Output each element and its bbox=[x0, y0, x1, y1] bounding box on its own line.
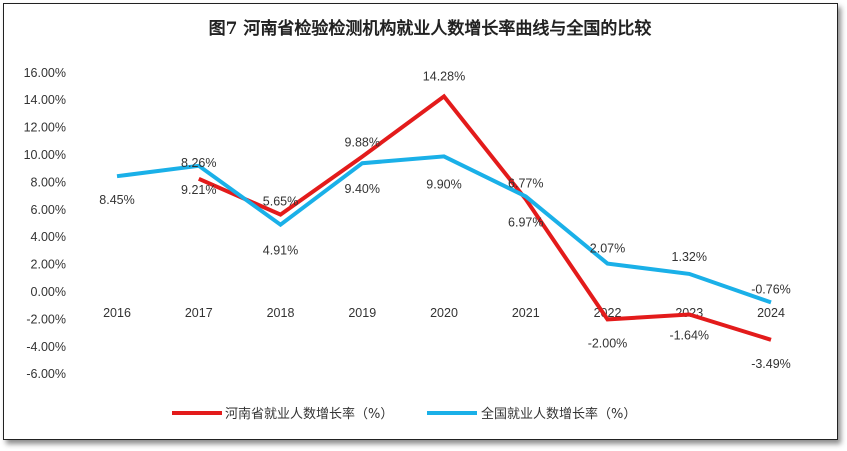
data-label: 9.90% bbox=[426, 177, 461, 191]
data-label: 8.26% bbox=[181, 156, 216, 170]
x-tick-label: 2020 bbox=[430, 306, 458, 320]
x-tick-label: 2017 bbox=[185, 306, 213, 320]
y-tick-label: 10.00% bbox=[24, 148, 66, 162]
y-tick-label: 6.00% bbox=[31, 203, 66, 217]
x-tick-label: 2019 bbox=[348, 306, 376, 320]
y-tick-label: 0.00% bbox=[31, 285, 66, 299]
x-tick-label: 2021 bbox=[512, 306, 540, 320]
y-tick-label: 14.00% bbox=[24, 93, 66, 107]
data-label: 9.88% bbox=[345, 136, 380, 150]
data-label: -3.49% bbox=[751, 357, 791, 371]
y-tick-label: 16.00% bbox=[24, 66, 66, 80]
chart-frame bbox=[3, 3, 838, 440]
chart-title: 图7 河南省检验检测机构就业人数增长率曲线与全国的比较 bbox=[209, 18, 652, 39]
y-tick-label: 2.00% bbox=[31, 258, 66, 272]
data-label: 6.97% bbox=[508, 216, 543, 230]
y-tick-label: 8.00% bbox=[31, 175, 66, 189]
data-label: 9.40% bbox=[345, 182, 380, 196]
y-tick-label: 12.00% bbox=[24, 121, 66, 135]
data-label: 9.21% bbox=[181, 183, 216, 197]
data-labels: 8.26% 5.65% 9.88% 14.28% 6.77% -2.00% -1.64% -3… bbox=[99, 69, 791, 370]
data-label: -1.64% bbox=[669, 328, 709, 342]
y-tick-label: -2.00% bbox=[26, 312, 66, 326]
x-tick-label: 2024 bbox=[757, 306, 785, 320]
henan-series-line bbox=[197, 93, 772, 342]
y-tick-label: -4.00% bbox=[26, 340, 66, 354]
x-tick-label: 2018 bbox=[267, 306, 295, 320]
data-label: 1.32% bbox=[672, 250, 707, 264]
series-lines bbox=[116, 93, 772, 342]
legend-label: 河南省就业人数增长率（%） bbox=[225, 406, 393, 422]
data-label: 5.65% bbox=[263, 195, 298, 209]
data-label: 6.77% bbox=[508, 176, 543, 190]
legend: 河南省就业人数增长率（%） 全国就业人数增长率（%） bbox=[172, 406, 636, 422]
national-series-line bbox=[116, 154, 772, 305]
data-label: 8.45% bbox=[99, 193, 134, 207]
legend-label: 全国就业人数增长率（%） bbox=[481, 406, 636, 422]
data-label: -0.76% bbox=[751, 282, 791, 296]
data-label: -2.00% bbox=[588, 336, 628, 350]
data-label: 4.91% bbox=[263, 244, 298, 258]
x-tick-label: 2016 bbox=[103, 306, 131, 320]
y-tick-label: -6.00% bbox=[26, 367, 66, 381]
data-label: 2.07% bbox=[590, 242, 625, 256]
y-axis: 16.00% 14.00% 12.00% 10.00% 8.00% 6.00% 4.00% 2… bbox=[24, 66, 66, 381]
y-tick-label: 4.00% bbox=[31, 230, 66, 244]
data-label: 14.28% bbox=[423, 69, 465, 83]
